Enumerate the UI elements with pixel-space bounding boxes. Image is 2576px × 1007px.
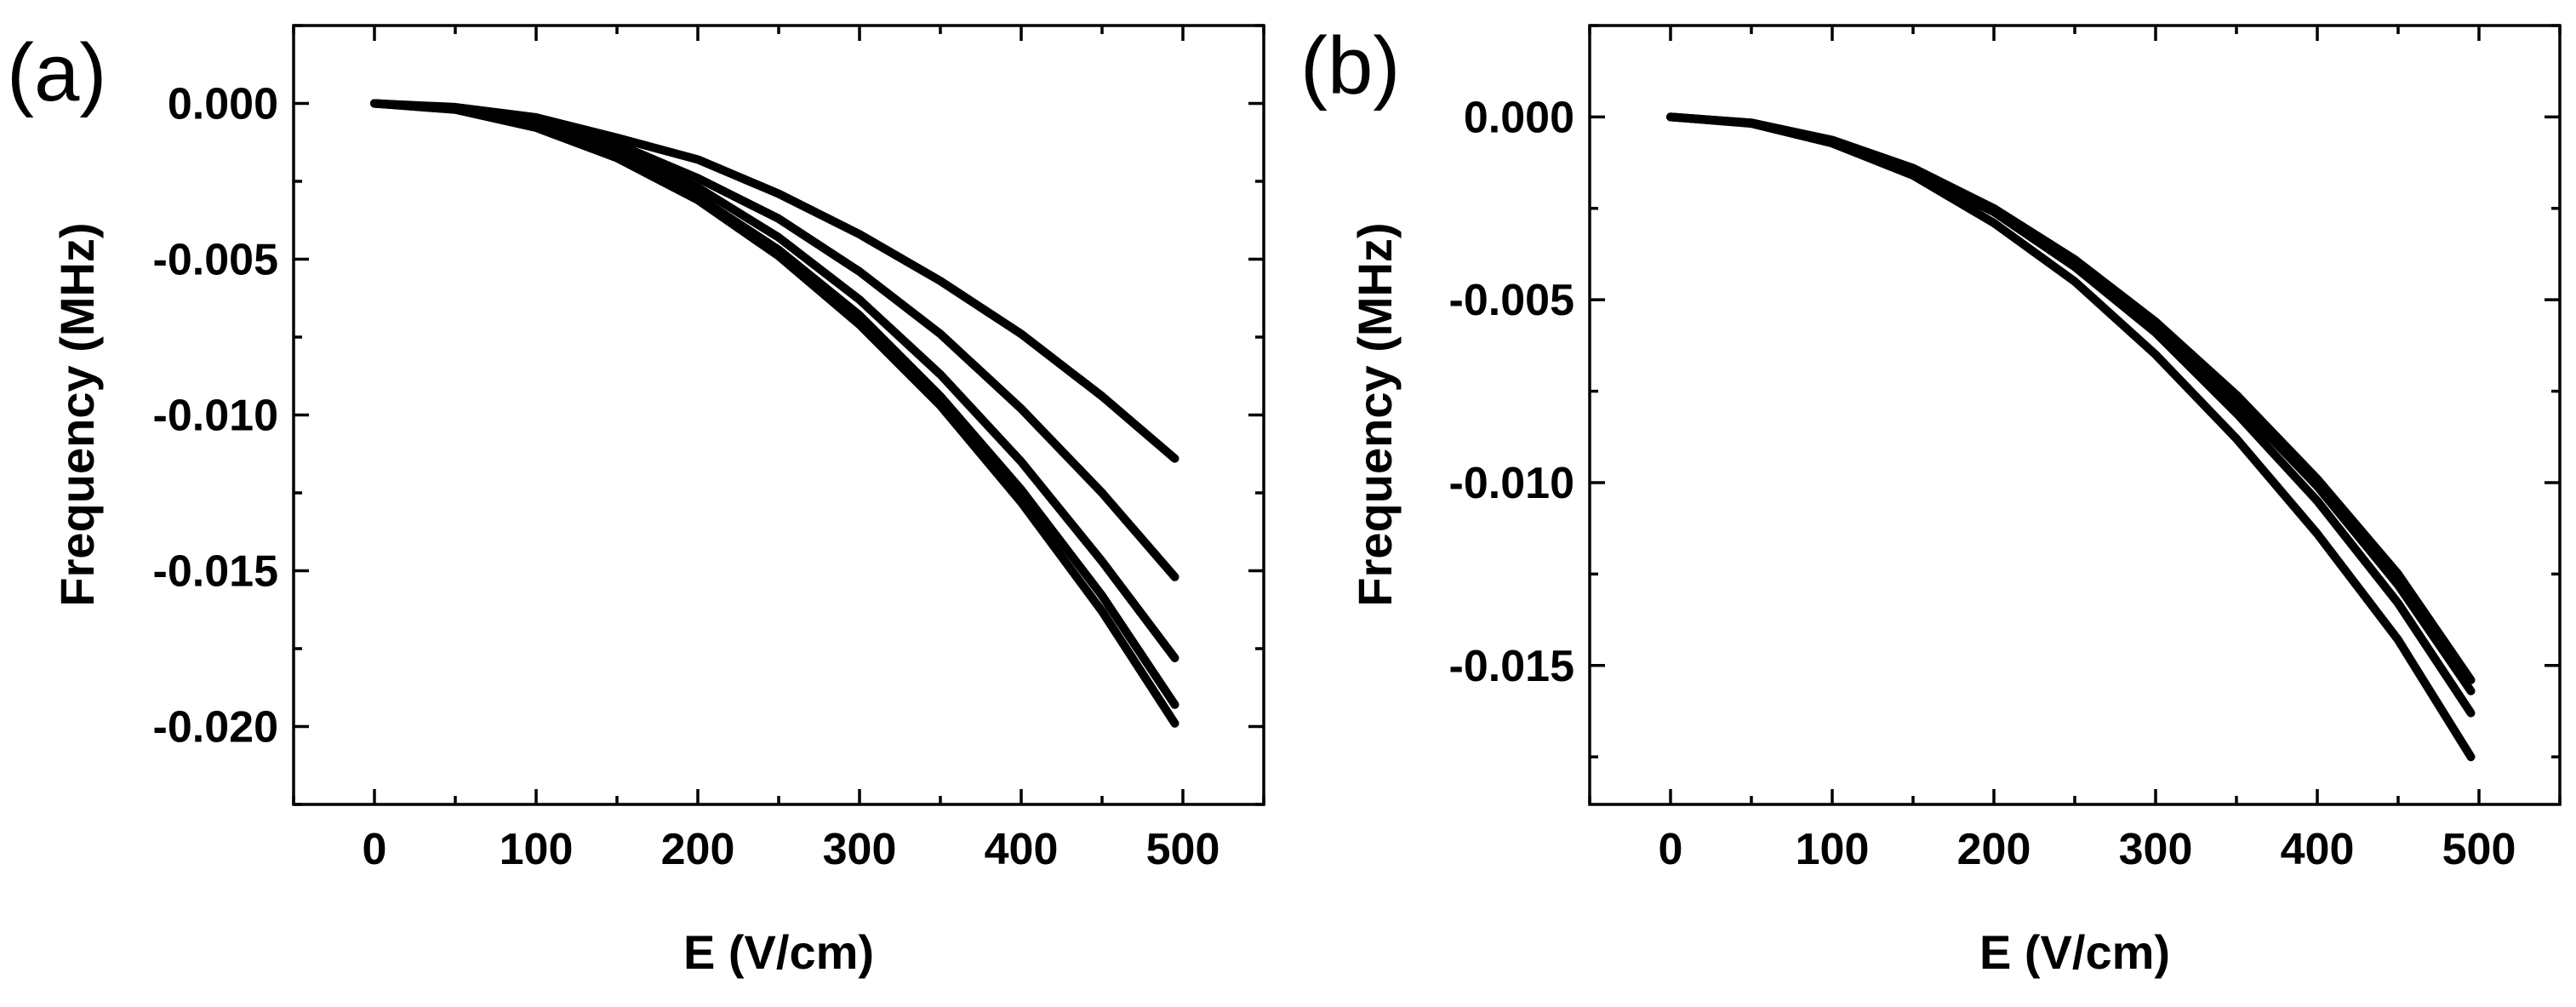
panel-b-y-axis-title: Frequency (MHz): [1348, 222, 1402, 606]
panel-b-series-1: [1666, 112, 2476, 684]
panel-a-x-tick-label: 200: [661, 825, 735, 874]
panel-b-x-tick-label: 0: [1659, 825, 1683, 874]
panel-a-x-axis-title: E (V/cm): [683, 925, 874, 979]
panel-b-x-tick-label: 500: [2442, 825, 2516, 874]
panel-a-ticks: 0 100 200 300 400 500 0.000 -0.005 -0.010 -0.015 -…: [153, 24, 1265, 874]
panel-a-x-tick-label: 500: [1146, 825, 1220, 874]
panel-a-x-tick-label: 0: [363, 825, 387, 874]
panel-b-frame: [1588, 24, 2562, 806]
chart-panel-b: (b) 0 100 200 300 400 500 0.000 -0.005 -0.010 -0.…: [1300, 20, 2562, 979]
panel-b-series-4: [1666, 112, 2476, 762]
panel-a-x-tick-label: 300: [823, 825, 897, 874]
panel-b-x-tick-label: 100: [1796, 825, 1870, 874]
panel-b-x-tick-label: 200: [1957, 825, 2031, 874]
panel-b-series-2: [1666, 112, 2476, 695]
panel-b-x-tick-label: 300: [2119, 825, 2193, 874]
panel-b-x-axis-title: E (V/cm): [1979, 925, 2170, 979]
panel-b-series-3: [1666, 112, 2476, 718]
panel-a-label: (a): [7, 27, 106, 118]
panel-b-x-tick-label: 400: [2281, 825, 2355, 874]
panel-a-y-tick-label: -0.015: [153, 547, 278, 597]
panel-a-y-tick-label: -0.005: [153, 236, 278, 285]
panel-b-series: [1666, 112, 2476, 762]
panel-a-series: [370, 99, 1179, 728]
panel-a-y-tick-label: -0.020: [153, 703, 278, 752]
panel-a-y-tick-label: 0.000: [168, 80, 278, 129]
chart-panel-a: (a) 0 100 200 300 400 500 0.000 -0.005 -0.010 -0.…: [7, 24, 1265, 979]
panel-b-y-tick-label: -0.010: [1449, 459, 1574, 508]
panel-a-y-axis-title: Frequency (MHz): [50, 222, 104, 606]
panel-b-y-tick-label: -0.015: [1449, 642, 1574, 691]
panel-a-x-tick-label: 100: [500, 825, 574, 874]
panel-b-y-tick-label: 0.000: [1464, 93, 1574, 142]
panel-a-series-1: [370, 99, 1179, 463]
panel-a-x-tick-label: 400: [985, 825, 1059, 874]
panel-a-y-tick-label: -0.010: [153, 392, 278, 441]
panel-a-series-3: [370, 99, 1179, 662]
panel-a-series-5: [370, 99, 1179, 728]
panel-b-label: (b): [1300, 20, 1400, 112]
panel-b-ticks: 0 100 200 300 400 500 0.000 -0.005 -0.010 -0.015: [1449, 24, 2562, 874]
panel-b-y-tick-label: -0.005: [1449, 276, 1574, 325]
